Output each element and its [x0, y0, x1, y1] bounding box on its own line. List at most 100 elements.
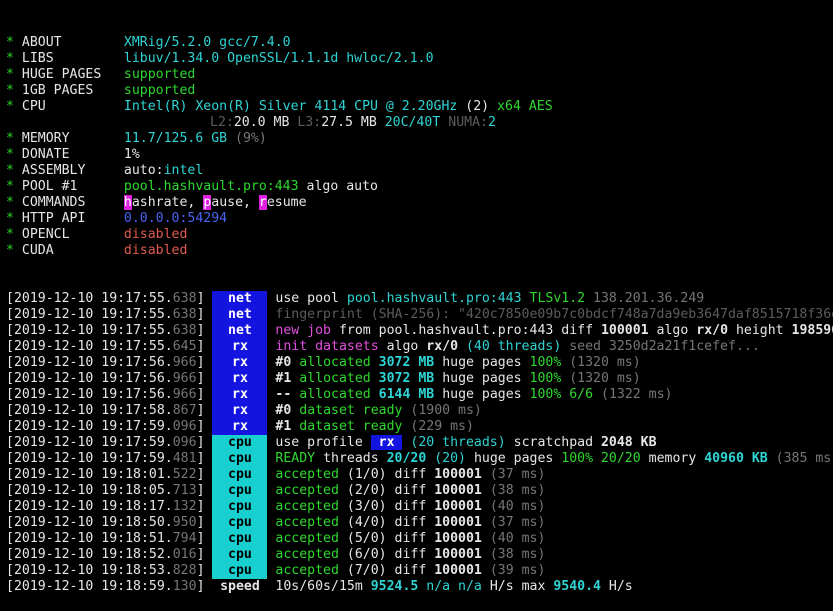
- log-timestamp-date: [2019-12-10 19:17:56.: [6, 371, 173, 386]
- log-part-0: accepted: [275, 515, 347, 530]
- log-timestamp-date: [2019-12-10 19:18:52.: [6, 547, 173, 562]
- log-timestamp-close: ]: [196, 355, 205, 370]
- log-part-8: (385 ms): [775, 451, 833, 466]
- l3-label: L3:: [297, 115, 322, 130]
- info-label: HUGE PAGES: [21, 67, 102, 82]
- log-timestamp-close: ]: [196, 387, 205, 402]
- log-part-1: allocated: [299, 355, 379, 370]
- log-line: [2019-12-10 19:17:59.096] cpu use profil…: [6, 435, 833, 451]
- log-timestamp: [2019-12-10 19:17:55.638]: [6, 307, 205, 322]
- log-part-1: (5/0): [346, 531, 395, 546]
- log-line: [2019-12-10 19:18:50.950] cpu accepted (…: [6, 515, 833, 531]
- info-label: POOL #1: [21, 179, 78, 194]
- log-tag-rx: rx: [212, 371, 268, 387]
- log-part-5: 3250d2a21f1cefef...: [608, 339, 760, 354]
- log-line: [2019-12-10 19:17:55.638] net fingerprin…: [6, 307, 833, 323]
- bullet-icon: *: [6, 195, 22, 210]
- log-timestamp-close: ]: [196, 371, 205, 386]
- bullet-icon: *: [6, 131, 22, 146]
- log-message: READY threads 20/20 (20) huge pages 100%…: [275, 451, 833, 466]
- log-part-0: #1: [275, 419, 300, 434]
- log-gap: [205, 579, 213, 594]
- log-part-2: diff: [394, 499, 435, 514]
- log-part-1: from pool.hashvault.pro:443 diff: [338, 323, 601, 338]
- log-timestamp-ms: 966: [172, 355, 197, 370]
- bullet-icon: *: [6, 211, 22, 226]
- command-rest-h[interactable]: ashrate,: [131, 195, 204, 210]
- log-part-6: H/s: [608, 579, 633, 594]
- info-value-assembly-auto: auto:: [123, 163, 164, 178]
- command-key-h[interactable]: h: [123, 195, 132, 210]
- log-timestamp-date: [2019-12-10 19:18:59.: [6, 579, 173, 594]
- log-timestamp-close: ]: [196, 323, 205, 338]
- command-key-r[interactable]: r: [258, 195, 267, 210]
- log-timestamp-date: [2019-12-10 19:17:59.: [6, 435, 173, 450]
- info-value-pool-algo: algo auto: [306, 179, 378, 194]
- log-timestamp-date: [2019-12-10 19:17:59.: [6, 451, 173, 466]
- log-tag-cpu: cpu: [212, 483, 268, 499]
- log-message: fingerprint (SHA-256): "420c7850e09b7c0b…: [275, 307, 833, 322]
- l2-label: L2:: [210, 115, 234, 130]
- command-rest-p[interactable]: ause,: [211, 195, 259, 210]
- log-timestamp-ms: 638: [172, 307, 197, 322]
- command-rest-r[interactable]: esume: [266, 195, 307, 210]
- log-timestamp-date: [2019-12-10 19:18:01.: [6, 467, 173, 482]
- log-timestamp-close: ]: [196, 515, 205, 530]
- log-part-1: (1/0): [346, 467, 395, 482]
- log-part-5: 100% 20/20: [561, 451, 649, 466]
- log-line: [2019-12-10 19:18:53.828] cpu accepted (…: [6, 563, 833, 579]
- log-timestamp: [2019-12-10 19:17:58.867]: [6, 403, 205, 418]
- log-gap: [205, 419, 213, 434]
- log-timestamp-date: [2019-12-10 19:17:56.: [6, 387, 173, 402]
- log-part-3: 100001: [434, 515, 490, 530]
- log-timestamp: [2019-12-10 19:18:53.828]: [6, 563, 205, 578]
- info-value-opencl: disabled: [123, 227, 188, 242]
- log-line: [2019-12-10 19:17:56.966] rx #0 allocate…: [6, 355, 833, 371]
- log-timestamp-ms: 966: [172, 371, 197, 386]
- log-part-5: (1322 ms): [601, 387, 673, 402]
- log-message: accepted (2/0) diff 100001 (38 ms): [275, 483, 545, 498]
- log-message: accepted (4/0) diff 100001 (37 ms): [275, 515, 545, 530]
- log-timestamp: [2019-12-10 19:17:56.966]: [6, 387, 205, 402]
- log-part-6: memory: [648, 451, 705, 466]
- log-timestamp: [2019-12-10 19:17:56.966]: [6, 355, 205, 370]
- log-timestamp-ms: 794: [172, 531, 197, 546]
- command-key-p[interactable]: p: [203, 195, 212, 210]
- log-message: accepted (1/0) diff 100001 (37 ms): [275, 467, 545, 482]
- log-part-1: allocated: [299, 371, 379, 386]
- log-message: 10s/60s/15m 9524.5 n/a n/a H/s max 9540.…: [275, 579, 632, 594]
- l3-value: 27.5 MB: [321, 115, 385, 130]
- log-message: use profile rx (20 threads) scratchpad 2…: [275, 435, 657, 450]
- log-tag-cpu: cpu: [212, 467, 268, 483]
- info-label: OPENCL: [21, 227, 70, 242]
- log-timestamp-close: ]: [196, 467, 205, 482]
- log-timestamp: [2019-12-10 19:17:55.638]: [6, 291, 205, 306]
- log-timestamp-ms: 638: [172, 323, 197, 338]
- log-tag-cpu: cpu: [212, 563, 268, 579]
- log-tag-rx: rx: [212, 387, 268, 403]
- log-part-7: 40960 KB: [704, 451, 776, 466]
- log-timestamp-close: ]: [196, 291, 205, 306]
- info-row-huge-pages: * HUGE PAGES supported: [6, 67, 833, 83]
- info-label: MEMORY: [21, 131, 70, 146]
- log-part-2: diff: [394, 483, 435, 498]
- info-value-1gb-pages: supported: [123, 83, 196, 98]
- log-tag-net: net: [212, 291, 268, 307]
- log-line: [2019-12-10 19:18:59.130] speed 10s/60s/…: [6, 579, 833, 595]
- log-timestamp-ms: 966: [172, 387, 197, 402]
- log-part-1: rx: [370, 435, 403, 450]
- log-part-3: H/s: [489, 579, 522, 594]
- log-message: init datasets algo rx/0 (40 threads) see…: [275, 339, 759, 354]
- info-value-pool-host: pool.hashvault.pro:443: [123, 179, 307, 194]
- log-timestamp-close: ]: [196, 419, 205, 434]
- log-part-5: (1320 ms): [569, 355, 641, 370]
- log-timestamp-date: [2019-12-10 19:18:50.: [6, 515, 173, 530]
- log-timestamp-ms: 950: [172, 515, 197, 530]
- log-part-2: 100001: [600, 323, 657, 338]
- log-part-4: (38 ms): [489, 483, 546, 498]
- log-part-1: dataset ready: [299, 419, 411, 434]
- log-part-0: accepted: [275, 467, 347, 482]
- log-timestamp-date: [2019-12-10 19:17:55.: [6, 339, 173, 354]
- log-message: -- allocated 6144 MB huge pages 100% 6/6…: [275, 387, 672, 402]
